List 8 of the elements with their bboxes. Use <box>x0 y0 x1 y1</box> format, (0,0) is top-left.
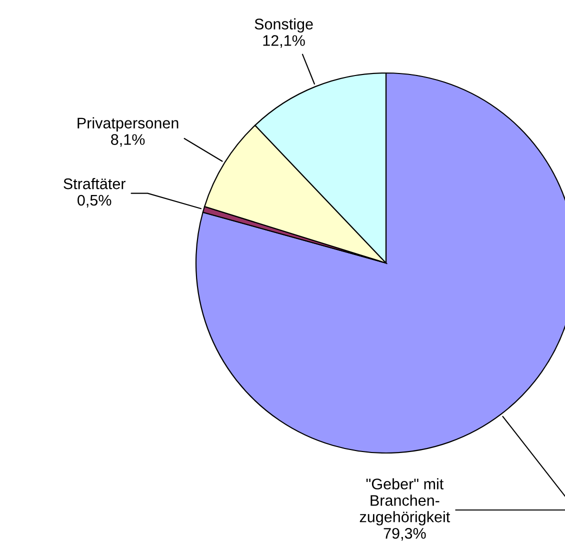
slice-label: Sonstige <box>254 18 313 33</box>
data-label: 12,1% <box>263 35 305 48</box>
data-label: 0,5% <box>78 194 112 208</box>
slice-label: Privatpersonen <box>78 117 178 132</box>
slice-label: Straftäter <box>64 178 126 190</box>
data-label: 79,3% <box>384 528 426 541</box>
slice-label: "Geber" mit Branchen- zugehörigkeit <box>360 478 450 526</box>
data-label: 8,1% <box>111 134 145 147</box>
